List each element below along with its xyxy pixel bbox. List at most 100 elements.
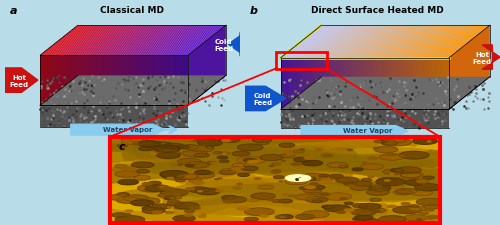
Polygon shape xyxy=(122,56,124,106)
Polygon shape xyxy=(434,26,477,59)
Polygon shape xyxy=(64,26,104,56)
Circle shape xyxy=(302,177,316,181)
Polygon shape xyxy=(140,56,142,106)
Circle shape xyxy=(316,149,322,151)
Circle shape xyxy=(348,150,352,151)
FancyArrow shape xyxy=(482,46,500,70)
Polygon shape xyxy=(312,26,355,59)
Circle shape xyxy=(272,163,280,166)
Polygon shape xyxy=(182,26,222,56)
Polygon shape xyxy=(102,56,103,106)
Circle shape xyxy=(124,168,136,171)
Circle shape xyxy=(252,161,260,162)
Polygon shape xyxy=(369,26,412,59)
Polygon shape xyxy=(310,58,312,110)
Polygon shape xyxy=(40,76,226,106)
Circle shape xyxy=(368,186,391,191)
Circle shape xyxy=(378,178,406,184)
Circle shape xyxy=(168,178,173,179)
Polygon shape xyxy=(392,58,394,110)
Circle shape xyxy=(177,146,190,149)
Polygon shape xyxy=(302,26,344,59)
Polygon shape xyxy=(340,26,382,59)
Polygon shape xyxy=(131,56,133,106)
Polygon shape xyxy=(181,56,182,106)
Polygon shape xyxy=(296,58,298,110)
Polygon shape xyxy=(157,56,158,106)
Circle shape xyxy=(352,209,376,215)
Text: Water Vapor: Water Vapor xyxy=(342,128,392,134)
Text: Water Vapor: Water Vapor xyxy=(102,126,152,132)
Circle shape xyxy=(162,173,188,180)
Polygon shape xyxy=(118,26,158,56)
Circle shape xyxy=(412,164,420,166)
Polygon shape xyxy=(378,26,420,59)
Circle shape xyxy=(400,152,429,159)
Circle shape xyxy=(237,207,249,210)
Polygon shape xyxy=(116,56,118,106)
Polygon shape xyxy=(390,58,392,110)
Circle shape xyxy=(344,202,353,205)
Polygon shape xyxy=(78,26,116,56)
Circle shape xyxy=(170,196,181,199)
Polygon shape xyxy=(382,58,384,110)
Polygon shape xyxy=(428,26,471,59)
Polygon shape xyxy=(398,26,442,59)
Polygon shape xyxy=(371,58,374,110)
Polygon shape xyxy=(94,26,134,56)
Polygon shape xyxy=(440,58,442,110)
Polygon shape xyxy=(134,26,174,56)
Polygon shape xyxy=(90,26,130,56)
Polygon shape xyxy=(118,56,120,106)
Polygon shape xyxy=(280,26,324,59)
Polygon shape xyxy=(449,26,490,110)
Circle shape xyxy=(232,152,250,156)
Circle shape xyxy=(182,151,208,157)
Polygon shape xyxy=(129,56,131,106)
Circle shape xyxy=(142,207,156,210)
Circle shape xyxy=(138,147,152,151)
Polygon shape xyxy=(287,26,330,59)
Polygon shape xyxy=(436,26,480,59)
Polygon shape xyxy=(386,26,429,59)
Circle shape xyxy=(136,198,160,204)
Circle shape xyxy=(144,145,165,151)
Polygon shape xyxy=(356,26,400,59)
Circle shape xyxy=(218,178,222,179)
Polygon shape xyxy=(177,56,179,106)
Circle shape xyxy=(300,187,308,189)
Polygon shape xyxy=(358,26,402,59)
Circle shape xyxy=(115,171,140,178)
Polygon shape xyxy=(374,26,416,59)
Circle shape xyxy=(279,144,294,148)
Polygon shape xyxy=(360,58,362,110)
Polygon shape xyxy=(334,58,336,110)
Circle shape xyxy=(229,166,256,173)
Polygon shape xyxy=(53,56,55,106)
Circle shape xyxy=(188,146,214,152)
Polygon shape xyxy=(350,26,393,59)
Polygon shape xyxy=(153,56,155,106)
Polygon shape xyxy=(42,26,82,56)
Polygon shape xyxy=(344,26,387,59)
FancyArrow shape xyxy=(245,87,286,111)
Polygon shape xyxy=(294,26,336,59)
Polygon shape xyxy=(177,26,216,56)
Circle shape xyxy=(194,137,212,142)
Polygon shape xyxy=(52,56,53,106)
Circle shape xyxy=(134,176,150,180)
Circle shape xyxy=(416,198,445,206)
Circle shape xyxy=(322,154,333,157)
FancyArrow shape xyxy=(301,126,408,137)
Polygon shape xyxy=(184,56,186,106)
Circle shape xyxy=(202,172,213,175)
Circle shape xyxy=(178,165,182,166)
Polygon shape xyxy=(280,110,449,129)
Polygon shape xyxy=(329,58,331,110)
Circle shape xyxy=(319,147,324,148)
Circle shape xyxy=(320,176,335,180)
Polygon shape xyxy=(400,26,444,59)
Circle shape xyxy=(215,179,218,180)
Polygon shape xyxy=(388,58,390,110)
Circle shape xyxy=(401,173,421,178)
